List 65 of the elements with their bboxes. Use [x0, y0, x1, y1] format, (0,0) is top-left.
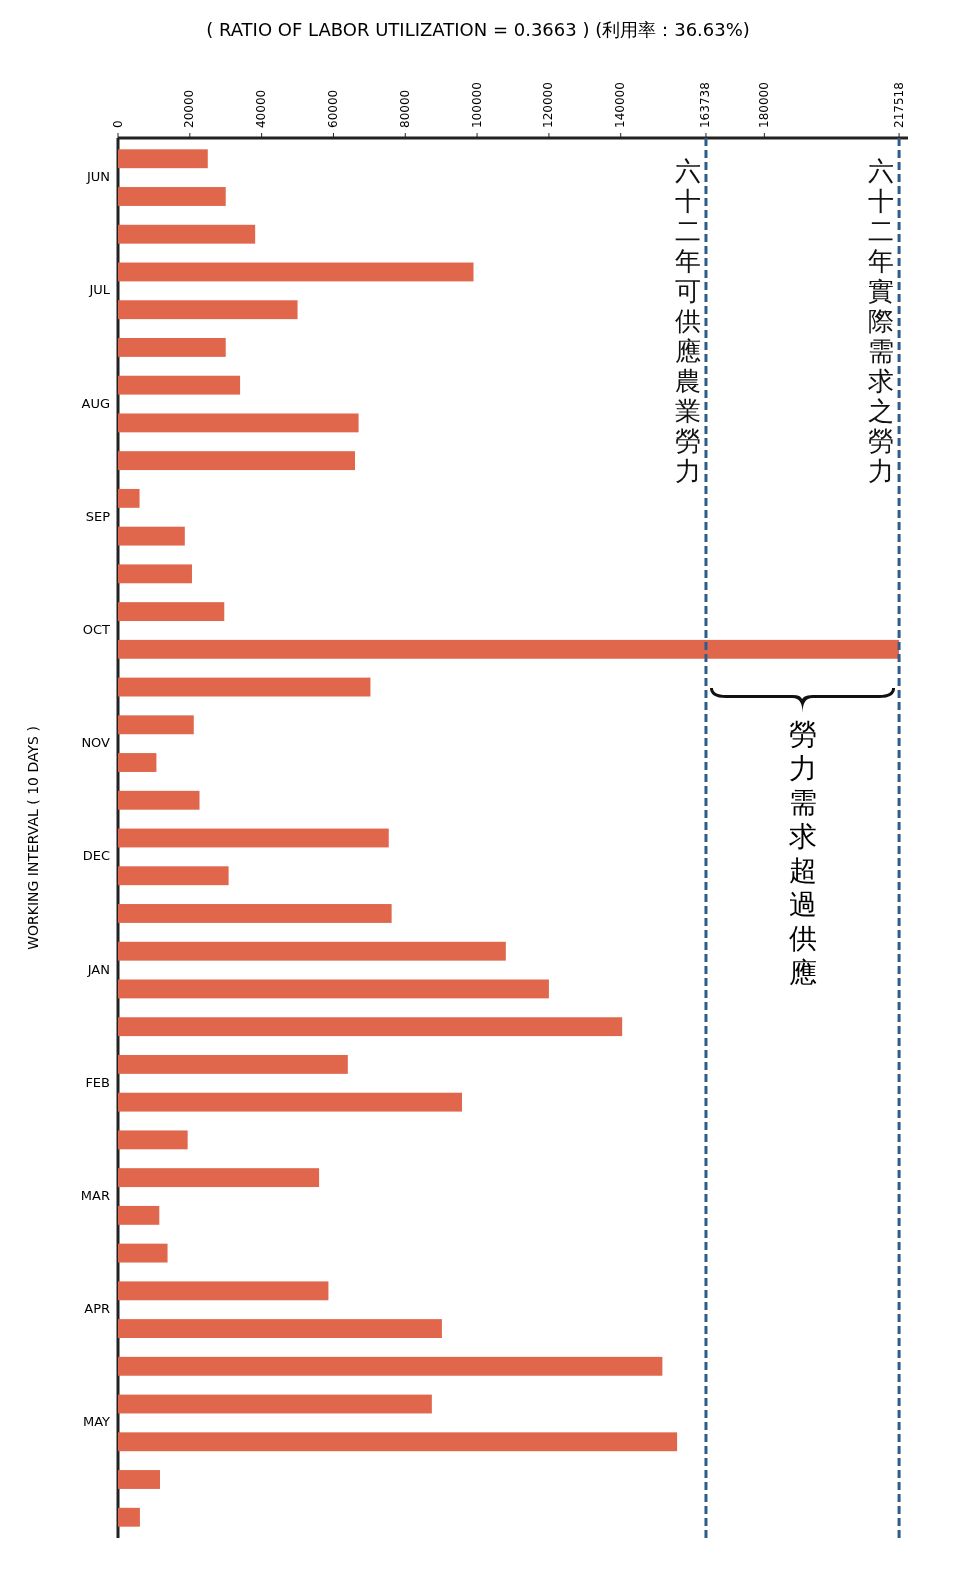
y-tick-label: MAR — [80, 1187, 110, 1203]
y-tick-label: DEC — [82, 848, 110, 864]
bar — [118, 639, 900, 659]
bar — [118, 224, 256, 244]
bar — [118, 338, 226, 357]
x-tick-label: 140000 — [613, 82, 628, 128]
bar — [118, 1205, 160, 1225]
y-tick-label: JAN — [86, 961, 110, 977]
y-tick-label: AUG — [81, 395, 110, 411]
bar — [118, 451, 355, 471]
annotation: 勞力需求超過供應 — [788, 718, 817, 989]
x-tick-label: 217518 — [891, 82, 906, 128]
bar — [118, 1092, 463, 1112]
bar — [118, 1507, 140, 1527]
x-tick-label: 163738 — [698, 82, 713, 128]
bar — [118, 866, 229, 886]
bar — [118, 1281, 329, 1301]
bar — [118, 413, 359, 433]
x-tick-label: 120000 — [541, 82, 556, 128]
y-tick-label: JUN — [85, 169, 110, 185]
x-tick-label: 60000 — [325, 89, 340, 128]
bar — [118, 375, 241, 395]
x-tick-label: 100000 — [469, 82, 484, 128]
bar — [118, 602, 225, 622]
bar — [118, 1432, 678, 1452]
y-tick-label: SEP — [85, 508, 111, 524]
bar — [118, 149, 208, 169]
bar — [118, 1394, 432, 1414]
x-tick-label: 180000 — [756, 82, 771, 128]
bar — [118, 979, 549, 999]
y-tick-label: MAY — [82, 1414, 111, 1430]
bar — [118, 715, 194, 735]
bar — [118, 904, 392, 923]
y-tick-label: FEB — [85, 1074, 110, 1090]
bar — [118, 1054, 348, 1074]
bar — [118, 300, 298, 320]
x-tick-label: 0 — [110, 120, 125, 128]
bar — [118, 828, 389, 848]
bar — [118, 790, 200, 810]
y-axis-title: WORKING INTERVAL ( 10 DAYS ) — [25, 726, 41, 950]
bar — [118, 262, 474, 282]
bar — [118, 526, 185, 546]
bar — [118, 1356, 663, 1376]
y-tick-label: JUL — [88, 282, 111, 298]
bar — [118, 187, 226, 206]
bar — [118, 1470, 161, 1489]
y-tick-label: NOV — [81, 735, 111, 751]
bar — [118, 1017, 623, 1037]
x-tick-label: 20000 — [182, 89, 197, 128]
text: 六十二年實際需求之勞力 — [868, 156, 895, 486]
chart-title: ( RATIO OF LABOR UTILIZATION = 0.3663 ) (利用率：36.63%) — [206, 19, 750, 40]
text: 六十二年可供應農業勞力 — [674, 156, 701, 486]
bar — [118, 488, 140, 508]
bar — [118, 1168, 320, 1188]
bar — [118, 677, 371, 697]
x-tick-label: 40000 — [254, 89, 269, 128]
y-tick-label: OCT — [82, 621, 111, 637]
bar — [118, 753, 157, 772]
y-tick-label: APR — [84, 1301, 110, 1317]
bar — [118, 941, 506, 961]
bar — [118, 564, 192, 584]
bar — [118, 1319, 442, 1338]
x-tick-label: 80000 — [397, 89, 412, 128]
bar — [118, 1130, 188, 1150]
bar — [118, 1243, 168, 1263]
